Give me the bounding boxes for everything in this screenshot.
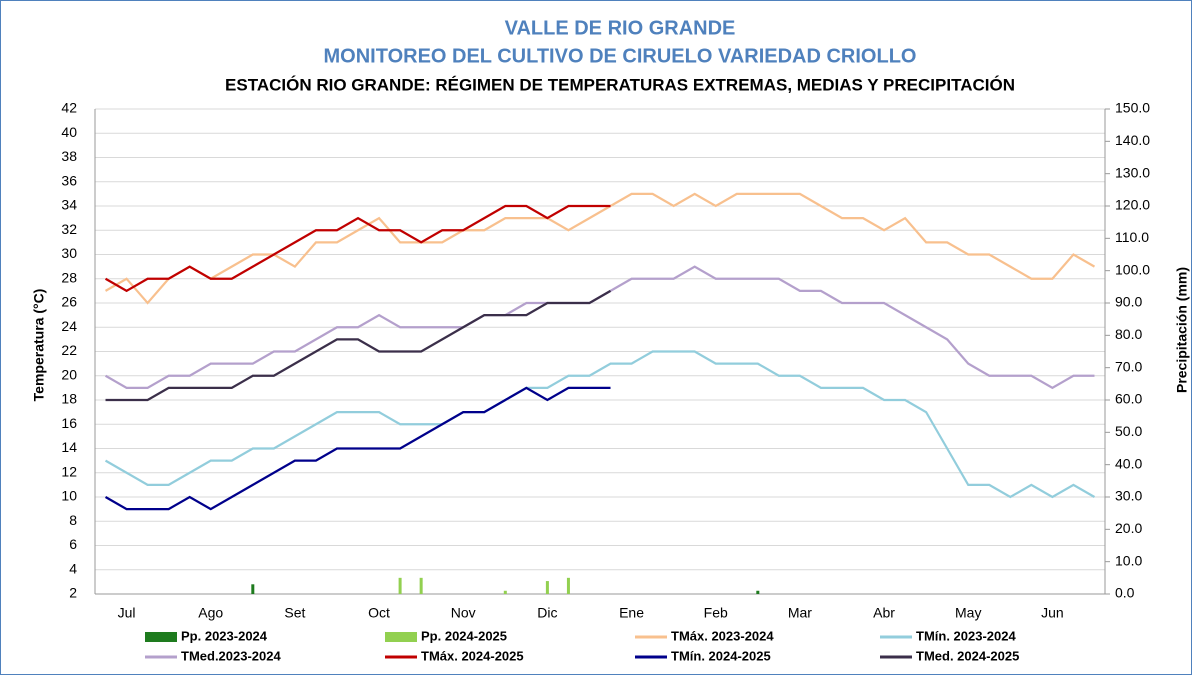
y-tick-label: 20 — [61, 366, 77, 382]
y-tick-label: 16 — [61, 415, 77, 431]
legend-label: Pp. 2024-2025 — [421, 628, 507, 643]
bar — [545, 581, 549, 594]
y-tick-label: 2 — [69, 585, 77, 601]
y-axis-title: Temperatura (°C) — [31, 289, 47, 402]
y-tick-label: 40 — [61, 124, 77, 140]
line — [104, 386, 611, 511]
x-tick-label: Ene — [619, 605, 644, 621]
legend-label: TMín. 2024-2025 — [671, 648, 771, 663]
y2-tick-label: 10.0 — [1115, 552, 1142, 568]
y2-tick-label: 140.0 — [1115, 132, 1150, 148]
y2-tick-label: 80.0 — [1115, 326, 1142, 342]
chart-title: VALLE DE RIO GRANDE — [505, 17, 736, 39]
x-tick-label: Abr — [873, 605, 895, 621]
y2-tick-label: 70.0 — [1115, 358, 1142, 374]
y-tick-label: 22 — [61, 342, 77, 358]
y2-tick-label: 20.0 — [1115, 520, 1142, 536]
line — [104, 204, 611, 293]
x-tick-label: Mar — [788, 605, 812, 621]
y2-tick-label: 130.0 — [1115, 164, 1150, 180]
legend-swatch — [385, 632, 417, 642]
y-tick-label: 26 — [61, 294, 77, 310]
y2-tick-label: 0.0 — [1115, 585, 1135, 601]
legend-label: TMáx. 2024-2025 — [421, 648, 524, 663]
bar — [398, 577, 402, 594]
y-tick-label: 36 — [61, 172, 77, 188]
x-tick-label: Jun — [1041, 605, 1064, 621]
y2-tick-label: 110.0 — [1115, 229, 1149, 245]
y-tick-label: 38 — [61, 148, 77, 164]
y-tick-label: 32 — [61, 221, 77, 237]
x-tick-label: Nov — [451, 605, 476, 621]
y2-tick-label: 90.0 — [1115, 294, 1142, 310]
y-tick-label: 28 — [61, 269, 77, 285]
y-tick-label: 4 — [69, 560, 77, 576]
y-tick-label: 12 — [61, 463, 77, 479]
x-tick-label: Feb — [704, 605, 728, 621]
y2-tick-label: 50.0 — [1115, 423, 1142, 439]
line — [104, 350, 1096, 499]
bar — [419, 577, 423, 594]
y2-tick-label: 40.0 — [1115, 455, 1142, 471]
legend-label: TMín. 2023-2024 — [916, 628, 1016, 643]
y-tick-label: 10 — [61, 488, 77, 504]
bar — [756, 590, 760, 594]
y-tick-label: 24 — [61, 318, 77, 334]
legend-label: TMáx. 2023-2024 — [671, 628, 774, 643]
bar — [566, 577, 570, 594]
legend-swatch — [145, 632, 177, 642]
y-tick-label: 18 — [61, 391, 77, 407]
y2-tick-label: 150.0 — [1115, 100, 1150, 116]
x-tick-label: Oct — [368, 605, 390, 621]
chart-subtitle: ESTACIÓN RIO GRANDE: RÉGIMEN DE TEMPERAT… — [225, 75, 1015, 94]
y2-tick-label: 60.0 — [1115, 391, 1142, 407]
x-tick-label: May — [955, 605, 981, 621]
y2-tick-label: 120.0 — [1115, 197, 1150, 213]
y-tick-label: 8 — [69, 512, 77, 528]
legend-label: TMed. 2024-2025 — [916, 648, 1019, 663]
y-tick-label: 6 — [69, 536, 77, 552]
x-tick-label: Dic — [537, 605, 557, 621]
y2-tick-label: 30.0 — [1115, 488, 1142, 504]
line — [105, 289, 612, 402]
bar — [251, 584, 255, 594]
y-tick-label: 34 — [61, 197, 77, 213]
legend-label: TMed.2023-2024 — [181, 648, 281, 663]
legend-label: Pp. 2023-2024 — [181, 628, 268, 643]
y-tick-label: 42 — [61, 100, 77, 116]
bar — [503, 590, 507, 594]
x-tick-label: Ago — [198, 605, 223, 621]
y2-axis-title: Precipitación (mm) — [1174, 267, 1190, 393]
y2-tick-label: 100.0 — [1115, 261, 1150, 277]
y-tick-label: 30 — [61, 245, 77, 261]
x-tick-label: Set — [284, 605, 305, 621]
x-tick-label: Jul — [118, 605, 136, 621]
chart-subtitle: MONITOREO DEL CULTIVO DE CIRUELO VARIEDA… — [324, 45, 917, 67]
y-tick-label: 14 — [61, 439, 77, 455]
line — [104, 192, 1096, 305]
